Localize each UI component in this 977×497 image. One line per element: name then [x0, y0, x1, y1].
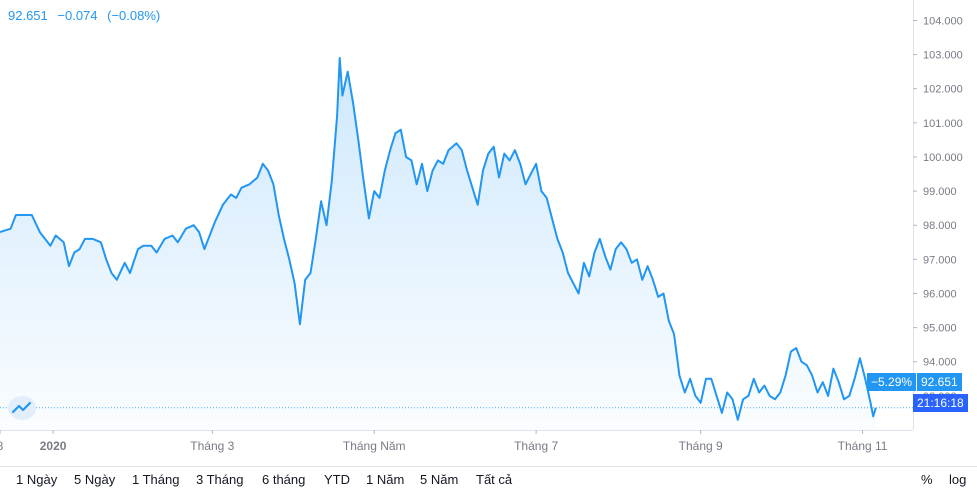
- range-1-year-button[interactable]: 1 Năm: [366, 472, 405, 487]
- x-tick-label: 2020: [40, 439, 67, 453]
- y-tick-label: 97.000: [923, 254, 957, 266]
- y-tick-label: 95.000: [923, 323, 957, 335]
- y-tick-label: 94.000: [923, 357, 957, 369]
- x-tick-label: Tháng 11: [838, 439, 888, 453]
- tradingview-logo-icon[interactable]: [8, 396, 36, 420]
- y-tick-label: 96.000: [923, 288, 957, 300]
- x-tick-label: Tháng 9: [679, 439, 723, 453]
- last-price: 92.651: [8, 8, 48, 23]
- time-badge: 21:16:18: [913, 394, 968, 412]
- range-1-month-button[interactable]: 1 Tháng: [132, 472, 180, 487]
- y-tick-label: 101.000: [923, 118, 963, 130]
- log-scale-toggle[interactable]: log: [949, 472, 967, 487]
- percent-change-badge: −5.29%: [867, 373, 917, 391]
- price-change: −0.074: [57, 8, 98, 23]
- range-5-days-button[interactable]: 5 Ngày: [74, 472, 116, 487]
- range-3-months-button[interactable]: 3 Tháng: [196, 472, 244, 487]
- series-area-fill: [0, 58, 876, 430]
- y-tick-label: 100.000: [923, 152, 963, 164]
- price-chart[interactable]: 104.000 103.000 102.000 101.000 100.000 99.00…: [0, 0, 977, 466]
- y-tick-label: 103.000: [923, 50, 963, 62]
- price-change-percent: (−0.08%): [107, 8, 161, 23]
- y-tick-label: 102.000: [923, 84, 963, 96]
- series-line: [0, 57, 877, 421]
- y-tick-label: 98.000: [923, 220, 957, 232]
- x-tick-label: Tháng 7: [514, 439, 558, 453]
- x-tick-label: Tháng 3: [190, 439, 234, 453]
- range-all-button[interactable]: Tất cả: [476, 472, 513, 487]
- x-tick-label: 8: [0, 439, 4, 453]
- range-1-day-button[interactable]: 1 Ngày: [16, 472, 58, 487]
- x-tick-label: Tháng Năm: [343, 439, 406, 453]
- last-price-badge: 92.651: [917, 373, 962, 391]
- range-toolbar: 1 Ngày 5 Ngày 1 Tháng 3 Tháng 6 tháng YT…: [0, 466, 977, 497]
- range-ytd-button[interactable]: YTD: [324, 472, 350, 487]
- y-tick-label: 99.000: [923, 186, 957, 198]
- range-5-years-button[interactable]: 5 Năm: [420, 472, 459, 487]
- percent-scale-toggle[interactable]: %: [921, 472, 933, 487]
- range-6-months-button[interactable]: 6 tháng: [262, 472, 306, 487]
- y-tick-label: 104.000: [923, 15, 963, 27]
- quote-header: 92.651 −0.074 (−0.08%): [8, 8, 160, 23]
